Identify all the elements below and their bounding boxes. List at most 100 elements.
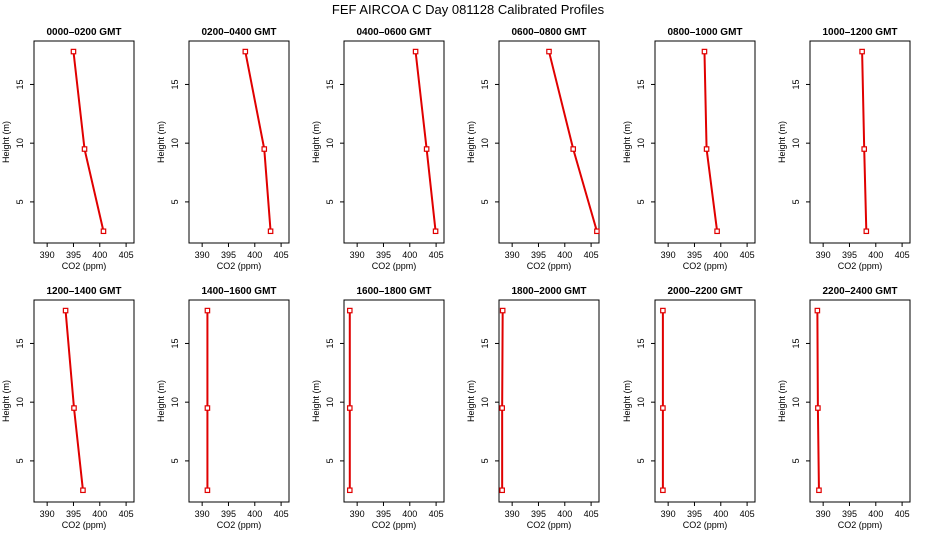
y-tick-label: 15 (15, 338, 25, 348)
data-point (432, 228, 439, 235)
data-point (346, 307, 353, 314)
x-tick-label: 395 (66, 250, 81, 260)
data-point (80, 487, 86, 494)
data-point (499, 405, 505, 411)
y-axis-label: Height (m) (777, 380, 787, 422)
panel-title: 1000–1200 GMT (822, 27, 897, 38)
x-axis-label: CO2 (ppm) (217, 520, 262, 530)
profile-line (501, 310, 504, 491)
plot-frame (809, 40, 911, 244)
profile-panel: 0600–0800 GMT 390 395 400 405 5 10 15 CO2 (ppm) H… (466, 27, 600, 271)
y-tick-label: 5 (791, 458, 801, 463)
x-tick-label: 405 (740, 509, 755, 519)
y-axis-label: Height (m) (156, 380, 166, 422)
panel-title: 0600–0800 GMT (511, 27, 586, 38)
y-tick-label: 5 (480, 199, 490, 204)
y-tick-label: 10 (636, 138, 646, 148)
y-tick-label: 15 (480, 338, 490, 348)
profile-panel: 1000–1200 GMT 390 395 400 405 5 10 15 CO2 (ppm) H… (777, 27, 911, 271)
data-point (62, 307, 69, 314)
y-tick-label: 10 (170, 138, 180, 148)
y-tick-label: 5 (15, 199, 25, 204)
y-tick-label: 10 (636, 397, 646, 407)
profile-panel: 0000–0200 GMT 390 395 400 405 5 10 15 CO2 (ppm) H… (1, 27, 135, 271)
data-point (423, 146, 430, 152)
x-axis-label: CO2 (ppm) (217, 261, 262, 271)
plot-frame (343, 40, 445, 244)
y-axis-label: Height (m) (156, 121, 166, 163)
y-tick-label: 15 (325, 338, 335, 348)
data-point (859, 48, 865, 55)
profile-line (548, 51, 598, 232)
x-axis-label: CO2 (ppm) (838, 261, 883, 271)
y-tick-label: 15 (170, 79, 180, 89)
y-tick-label: 10 (15, 138, 25, 148)
x-tick-label: 405 (895, 509, 910, 519)
y-tick-label: 10 (325, 397, 335, 407)
x-tick-label: 400 (92, 509, 107, 519)
data-point (242, 48, 249, 55)
data-point (701, 48, 708, 55)
x-tick-label: 400 (868, 509, 883, 519)
data-point (261, 146, 268, 152)
data-point (499, 307, 506, 314)
x-tick-label: 405 (119, 250, 134, 260)
x-axis-label: CO2 (ppm) (372, 261, 417, 271)
x-tick-label: 395 (687, 250, 702, 260)
data-point (814, 307, 821, 314)
panel-title: 0000–0200 GMT (46, 27, 121, 38)
x-tick-label: 400 (92, 250, 107, 260)
data-point (863, 228, 870, 235)
profile-line (703, 51, 719, 232)
panel-title: 0800–1000 GMT (667, 27, 742, 38)
y-tick-label: 5 (325, 199, 335, 204)
plot-frame (498, 299, 600, 503)
data-point (499, 487, 505, 494)
data-point (204, 405, 211, 411)
data-point (204, 487, 211, 494)
x-tick-label: 395 (531, 509, 546, 519)
profile-panel: 0800–1000 GMT 390 395 400 405 5 10 15 CO2 (ppm) H… (622, 27, 756, 271)
data-point (412, 48, 419, 55)
figure-title: FEF AIRCOA C Day 081128 Calibrated Profi… (332, 2, 605, 17)
x-tick-label: 405 (584, 250, 599, 260)
y-tick-label: 15 (170, 338, 180, 348)
x-tick-label: 390 (816, 509, 831, 519)
data-point (346, 487, 353, 494)
y-axis-label: Height (m) (1, 380, 11, 422)
x-tick-label: 390 (505, 250, 520, 260)
panel-title: 2000–2200 GMT (667, 286, 742, 297)
x-axis-label: CO2 (ppm) (527, 261, 572, 271)
data-point (816, 487, 822, 494)
panel-title: 1400–1600 GMT (201, 286, 276, 297)
y-axis-label: Height (m) (311, 121, 321, 163)
data-point (70, 48, 77, 55)
panel-title: 1200–1400 GMT (46, 286, 121, 297)
x-tick-label: 405 (895, 250, 910, 260)
panel-title: 1600–1800 GMT (356, 286, 431, 297)
x-tick-label: 390 (505, 509, 520, 519)
plot-frame (343, 299, 445, 503)
x-axis-label: CO2 (ppm) (683, 261, 728, 271)
data-point (81, 146, 88, 152)
data-point (346, 405, 353, 411)
data-point (546, 48, 552, 55)
data-point (703, 146, 710, 152)
x-tick-label: 400 (713, 250, 728, 260)
x-tick-label: 400 (247, 509, 262, 519)
x-tick-label: 405 (429, 509, 444, 519)
profile-panel: 1600–1800 GMT 390 395 400 405 5 10 15 CO2 (ppm) H… (311, 286, 445, 530)
x-tick-label: 400 (247, 250, 262, 260)
data-point (861, 146, 868, 152)
y-tick-label: 5 (170, 458, 180, 463)
y-axis-label: Height (m) (622, 380, 632, 422)
x-tick-label: 405 (274, 250, 289, 260)
x-tick-label: 400 (713, 509, 728, 519)
y-tick-label: 10 (791, 138, 801, 148)
panel-title: 0200–0400 GMT (201, 27, 276, 38)
x-tick-label: 390 (661, 250, 676, 260)
x-tick-label: 395 (531, 250, 546, 260)
profile-panel: 1400–1600 GMT 390 395 400 405 5 10 15 CO2 (ppm) H… (156, 286, 290, 530)
data-point (570, 146, 577, 152)
y-tick-label: 10 (480, 397, 490, 407)
